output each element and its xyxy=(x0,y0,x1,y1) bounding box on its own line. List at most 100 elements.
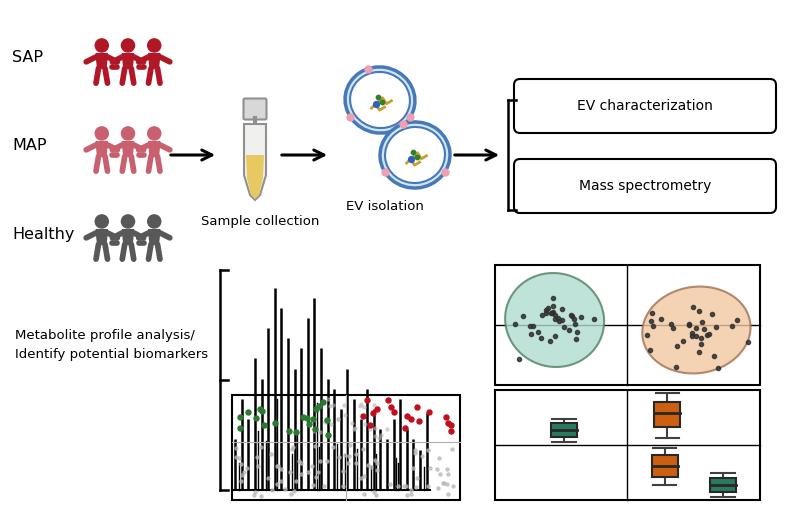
Point xyxy=(441,480,453,488)
Point xyxy=(405,490,418,498)
Point xyxy=(686,329,699,337)
Point xyxy=(358,471,371,480)
Point xyxy=(556,305,568,313)
Point xyxy=(430,465,443,473)
Bar xyxy=(495,265,760,385)
Point xyxy=(398,482,411,490)
Point xyxy=(313,428,326,436)
Point xyxy=(689,324,702,332)
Polygon shape xyxy=(96,230,108,244)
Point xyxy=(726,322,739,330)
Point xyxy=(282,427,295,435)
Point xyxy=(438,480,450,488)
Point xyxy=(306,415,319,423)
Point xyxy=(235,477,248,485)
Point xyxy=(406,463,419,471)
Point xyxy=(317,482,330,490)
Point xyxy=(703,330,716,338)
Point xyxy=(387,408,400,417)
Point xyxy=(439,168,452,176)
Point xyxy=(411,474,424,482)
Point xyxy=(527,322,540,330)
Point xyxy=(405,155,418,163)
Bar xyxy=(654,402,681,427)
Text: Healthy: Healthy xyxy=(12,227,74,241)
Point xyxy=(320,417,333,425)
Point xyxy=(694,340,707,348)
Point xyxy=(284,467,296,475)
Point xyxy=(645,318,658,326)
Polygon shape xyxy=(148,230,160,244)
Bar xyxy=(495,390,760,500)
Circle shape xyxy=(121,39,135,52)
Point xyxy=(540,308,552,316)
Point xyxy=(369,431,382,439)
Text: Mass spectrometry: Mass spectrometry xyxy=(579,179,711,193)
Point xyxy=(436,479,449,487)
Point xyxy=(296,412,309,421)
Point xyxy=(381,425,394,433)
Point xyxy=(324,401,336,409)
Point xyxy=(568,320,581,328)
Point xyxy=(575,313,587,322)
Bar xyxy=(232,395,460,500)
Point xyxy=(371,459,383,467)
Point xyxy=(339,411,351,419)
Text: Metabolite profile analysis/
Identify potential biomarkers: Metabolite profile analysis/ Identify po… xyxy=(15,329,208,361)
Point xyxy=(508,320,521,328)
Point xyxy=(362,461,375,469)
Point xyxy=(257,421,270,429)
Point xyxy=(564,311,577,319)
Point xyxy=(421,446,434,454)
Point xyxy=(234,424,246,432)
Point xyxy=(295,459,308,467)
Point xyxy=(370,100,383,108)
Point xyxy=(404,112,417,120)
Text: EV characterization: EV characterization xyxy=(577,99,713,113)
Point xyxy=(236,471,249,479)
Point xyxy=(423,464,436,472)
FancyBboxPatch shape xyxy=(514,159,776,213)
Bar xyxy=(710,478,736,492)
Point xyxy=(442,470,454,478)
Point xyxy=(271,480,284,488)
Point xyxy=(405,486,418,494)
Point xyxy=(405,415,418,423)
Point xyxy=(367,401,380,409)
Point xyxy=(557,323,570,331)
Point xyxy=(446,482,459,490)
Bar xyxy=(652,455,677,477)
Point xyxy=(289,428,302,436)
Point xyxy=(354,402,367,410)
Point xyxy=(646,308,658,316)
Point xyxy=(536,311,548,319)
Point xyxy=(313,402,326,410)
Point xyxy=(446,444,458,453)
Point xyxy=(343,452,355,460)
Point xyxy=(409,449,422,457)
Point xyxy=(547,308,559,316)
Point xyxy=(445,427,457,435)
Point xyxy=(552,316,565,325)
Point xyxy=(410,483,422,491)
Point xyxy=(544,309,557,317)
Point xyxy=(690,332,703,340)
Point xyxy=(587,315,600,323)
Point xyxy=(241,407,254,416)
Point xyxy=(421,482,434,490)
Point xyxy=(327,400,340,408)
Point xyxy=(442,419,455,427)
Circle shape xyxy=(95,215,108,228)
Point xyxy=(238,468,250,477)
Circle shape xyxy=(95,127,108,140)
Point xyxy=(302,467,315,475)
Point xyxy=(241,464,253,472)
Point xyxy=(432,484,445,492)
Point xyxy=(368,488,381,496)
Point xyxy=(336,482,349,490)
Point xyxy=(367,408,379,417)
Point xyxy=(364,425,377,433)
Circle shape xyxy=(121,127,135,140)
FancyBboxPatch shape xyxy=(244,99,266,119)
Point xyxy=(415,452,428,460)
